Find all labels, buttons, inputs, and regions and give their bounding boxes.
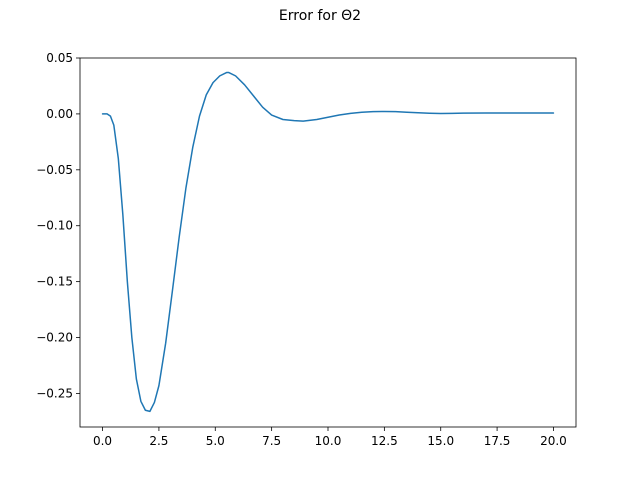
- x-tick-label: 0.0: [93, 434, 112, 448]
- y-tick-label: 0.00: [46, 107, 73, 121]
- ticks-layer: 0.0 2.5 5.0 7.5 10.0 12.5 15.0 17.5 20.0 0.05 0.00…: [36, 51, 567, 448]
- y-tick-label: −0.20: [36, 331, 73, 345]
- y-tick-label: −0.05: [36, 163, 73, 177]
- series-layer: [101, 71, 555, 413]
- x-tick-label: 2.5: [149, 434, 168, 448]
- x-tick-label: 5.0: [206, 434, 225, 448]
- y-tick-label: −0.25: [36, 386, 73, 400]
- x-tick-label: 7.5: [262, 434, 281, 448]
- y-tick-label: 0.05: [46, 51, 73, 65]
- plot-frame: [79, 57, 577, 428]
- y-tick-label: −0.10: [36, 219, 73, 233]
- series-line: [101, 71, 555, 413]
- y-tick-label: −0.15: [36, 275, 73, 289]
- x-tick-label: 12.5: [371, 434, 398, 448]
- chart-title: Error for Θ2: [278, 8, 362, 24]
- x-tick-label: 17.5: [484, 434, 511, 448]
- x-tick-label: 20.0: [540, 434, 567, 448]
- x-tick-label: 10.0: [315, 434, 342, 448]
- x-tick-label: 15.0: [427, 434, 454, 448]
